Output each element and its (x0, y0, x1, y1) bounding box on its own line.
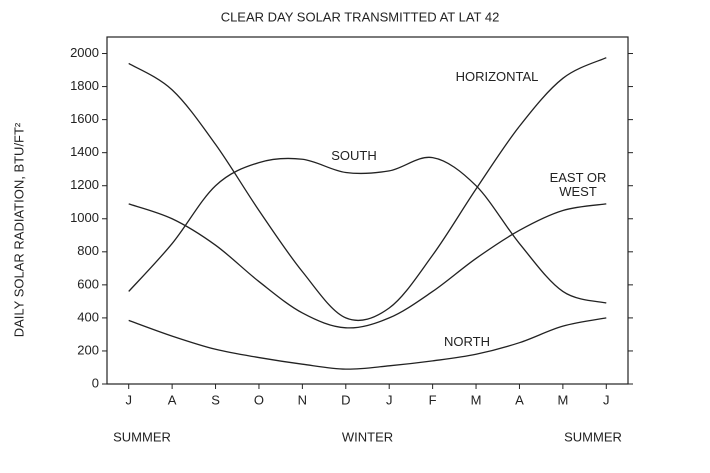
season-label: SUMMER (564, 429, 622, 444)
series-line (128, 317, 607, 370)
y-tick-label: 1600 (70, 111, 99, 126)
chart-title: CLEAR DAY SOLAR TRANSMITTED AT LAT 42 (221, 9, 500, 24)
y-tick-label: 400 (77, 309, 99, 324)
season-label: SUMMER (113, 429, 171, 444)
y-tick-label: 1800 (70, 78, 99, 93)
series-line (128, 57, 607, 322)
x-tick-label: J (386, 392, 393, 407)
series-label: EAST OR WEST (549, 170, 607, 199)
x-tick-label: J (125, 392, 132, 407)
x-tick-label: O (254, 392, 264, 407)
x-tick-label: M (557, 392, 568, 407)
x-tick-label: F (429, 392, 437, 407)
series-label: HORIZONTAL (455, 69, 539, 84)
series-label: NORTH (444, 334, 490, 349)
y-tick-label: 1000 (70, 210, 99, 225)
y-tick-label: 600 (77, 276, 99, 291)
x-tick-label: A (515, 392, 524, 407)
x-tick-label: M (471, 392, 482, 407)
y-tick-label: 800 (77, 243, 99, 258)
y-tick-label: 1400 (70, 144, 99, 159)
y-tick-label: 1200 (70, 177, 99, 192)
season-label: WINTER (342, 429, 393, 444)
series-line (128, 203, 607, 329)
x-tick-label: A (168, 392, 177, 407)
y-axis-label: DAILY SOLAR RADIATION, BTU/FT² (11, 122, 26, 337)
series-line (128, 156, 607, 304)
y-tick-label: 200 (77, 342, 99, 357)
y-tick-label: 0 (92, 375, 99, 390)
x-tick-label: J (603, 392, 610, 407)
y-tick-label: 2000 (70, 45, 99, 60)
x-tick-label: N (298, 392, 307, 407)
series-label: SOUTH (331, 148, 377, 163)
plot-frame (106, 36, 629, 385)
x-tick-label: D (341, 392, 350, 407)
x-tick-label: S (211, 392, 220, 407)
